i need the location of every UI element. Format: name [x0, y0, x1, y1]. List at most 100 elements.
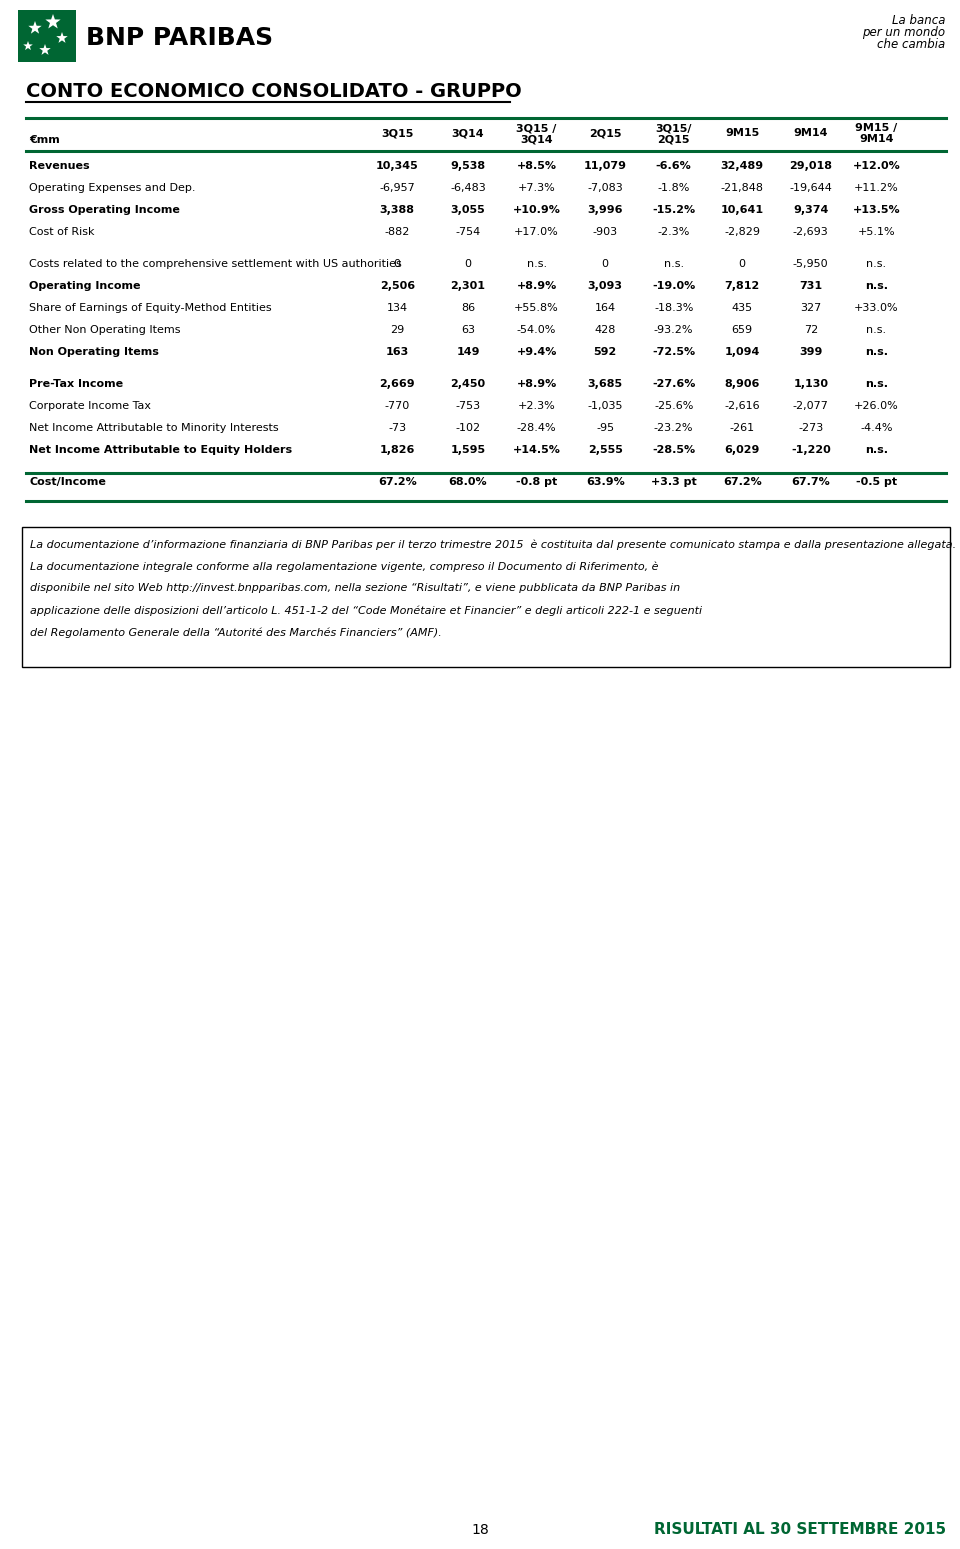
Text: 3Q14: 3Q14 — [520, 135, 553, 144]
Text: Corporate Income Tax: Corporate Income Tax — [29, 401, 151, 410]
Text: +8.9%: +8.9% — [516, 380, 557, 389]
Text: 86: 86 — [461, 304, 475, 313]
Text: 1,130: 1,130 — [793, 380, 828, 389]
Text: per un mondo: per un mondo — [862, 26, 945, 39]
Text: 3,685: 3,685 — [588, 380, 623, 389]
Text: 32,489: 32,489 — [721, 161, 764, 170]
Text: +13.5%: +13.5% — [852, 204, 900, 215]
Text: -754: -754 — [455, 228, 481, 237]
Text: La documentazione d’informazione finanziaria di BNP Paribas per il terzo trimest: La documentazione d’informazione finanzi… — [30, 539, 956, 550]
Text: -25.6%: -25.6% — [654, 401, 693, 410]
Text: -2.3%: -2.3% — [658, 228, 690, 237]
Text: 327: 327 — [800, 304, 822, 313]
Text: Operating Expenses and Dep.: Operating Expenses and Dep. — [29, 183, 196, 194]
Text: +10.9%: +10.9% — [513, 204, 561, 215]
Text: +7.3%: +7.3% — [517, 183, 556, 194]
Text: 9,374: 9,374 — [793, 204, 828, 215]
Text: +5.1%: +5.1% — [857, 228, 896, 237]
Text: -28.5%: -28.5% — [652, 445, 695, 455]
Text: Gross Operating Income: Gross Operating Income — [29, 204, 180, 215]
Text: 1,595: 1,595 — [450, 445, 486, 455]
Text: 435: 435 — [732, 304, 753, 313]
Text: Non Operating Items: Non Operating Items — [29, 347, 158, 356]
Text: 2,555: 2,555 — [588, 445, 623, 455]
Text: -6,483: -6,483 — [450, 183, 486, 194]
Text: Net Income Attributable to Equity Holders: Net Income Attributable to Equity Holder… — [29, 445, 292, 455]
Text: 0: 0 — [602, 259, 609, 270]
Text: n.s.: n.s. — [867, 325, 887, 335]
Text: La banca: La banca — [892, 14, 945, 26]
Text: RISULTATI AL 30 SETTEMBRE 2015: RISULTATI AL 30 SETTEMBRE 2015 — [654, 1523, 946, 1538]
Text: 10,345: 10,345 — [376, 161, 419, 170]
Text: 9M14: 9M14 — [794, 129, 828, 138]
Text: Operating Income: Operating Income — [29, 280, 140, 291]
Text: +2.3%: +2.3% — [517, 401, 556, 410]
Text: 63: 63 — [461, 325, 475, 335]
Bar — [18, 9, 76, 62]
Text: CONTO ECONOMICO CONSOLIDATO - GRUPPO: CONTO ECONOMICO CONSOLIDATO - GRUPPO — [26, 82, 521, 101]
Text: 63.9%: 63.9% — [586, 477, 625, 486]
Text: n.s.: n.s. — [865, 347, 888, 356]
Text: n.s.: n.s. — [865, 380, 888, 389]
Text: 3,388: 3,388 — [380, 204, 415, 215]
Text: -19.0%: -19.0% — [652, 280, 695, 291]
Text: 731: 731 — [799, 280, 823, 291]
Text: 2,450: 2,450 — [450, 380, 486, 389]
Text: 659: 659 — [732, 325, 753, 335]
Text: +8.5%: +8.5% — [516, 161, 557, 170]
Text: 10,641: 10,641 — [721, 204, 764, 215]
Text: del Regolamento Generale della “Autorité des Marchés Financiers” (AMF).: del Regolamento Generale della “Autorité… — [30, 627, 442, 638]
Text: 2Q15: 2Q15 — [588, 129, 621, 138]
Text: -18.3%: -18.3% — [654, 304, 693, 313]
Text: +11.2%: +11.2% — [854, 183, 899, 194]
Bar — [22, 527, 950, 668]
Text: -27.6%: -27.6% — [652, 380, 695, 389]
Text: -54.0%: -54.0% — [516, 325, 556, 335]
Text: 399: 399 — [799, 347, 823, 356]
Text: +26.0%: +26.0% — [854, 401, 899, 410]
Text: -102: -102 — [455, 423, 481, 434]
Text: 1,826: 1,826 — [379, 445, 415, 455]
Text: 0: 0 — [394, 259, 400, 270]
Text: €mm: €mm — [29, 135, 60, 146]
Text: -23.2%: -23.2% — [654, 423, 693, 434]
Text: -261: -261 — [730, 423, 755, 434]
Text: 2,301: 2,301 — [450, 280, 486, 291]
Text: -1,220: -1,220 — [791, 445, 830, 455]
Text: -72.5%: -72.5% — [652, 347, 695, 356]
Polygon shape — [29, 22, 41, 34]
Text: n.s.: n.s. — [663, 259, 684, 270]
Text: 9,538: 9,538 — [450, 161, 486, 170]
Polygon shape — [39, 43, 51, 54]
Text: Net Income Attributable to Minority Interests: Net Income Attributable to Minority Inte… — [29, 423, 278, 434]
Text: 0: 0 — [465, 259, 471, 270]
Text: -0.5 pt: -0.5 pt — [856, 477, 897, 486]
Text: -95: -95 — [596, 423, 614, 434]
Text: -93.2%: -93.2% — [654, 325, 693, 335]
Polygon shape — [23, 40, 33, 50]
Text: 3Q15 /: 3Q15 / — [516, 122, 557, 133]
Text: 428: 428 — [594, 325, 615, 335]
Text: 11,079: 11,079 — [584, 161, 627, 170]
Text: applicazione delle disposizioni dell’articolo L. 451-1-2 del “Code Monétaire et : applicazione delle disposizioni dell’art… — [30, 606, 702, 615]
Text: 29,018: 29,018 — [789, 161, 832, 170]
Text: n.s.: n.s. — [865, 280, 888, 291]
Text: che cambia: che cambia — [876, 39, 945, 51]
Text: 67.2%: 67.2% — [723, 477, 761, 486]
Text: 9M15: 9M15 — [725, 129, 759, 138]
Text: 1,094: 1,094 — [725, 347, 760, 356]
Text: n.s.: n.s. — [526, 259, 546, 270]
Text: 3Q15/: 3Q15/ — [656, 122, 692, 133]
Text: -1.8%: -1.8% — [658, 183, 690, 194]
Text: -770: -770 — [385, 401, 410, 410]
Text: -273: -273 — [798, 423, 824, 434]
Polygon shape — [57, 33, 68, 43]
Text: 6,029: 6,029 — [725, 445, 760, 455]
Text: 3,055: 3,055 — [450, 204, 486, 215]
Text: n.s.: n.s. — [867, 259, 887, 270]
Text: Cost of Risk: Cost of Risk — [29, 228, 94, 237]
Text: -19,644: -19,644 — [789, 183, 832, 194]
Text: 2,669: 2,669 — [379, 380, 415, 389]
Text: -28.4%: -28.4% — [516, 423, 557, 434]
Text: -21,848: -21,848 — [721, 183, 764, 194]
